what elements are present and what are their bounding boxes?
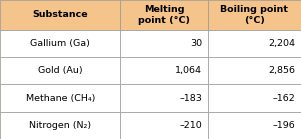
Bar xyxy=(0,30,120,57)
Text: –162: –162 xyxy=(273,94,296,103)
Bar xyxy=(120,57,208,84)
Text: Melting
point (°C): Melting point (°C) xyxy=(138,5,190,25)
Bar xyxy=(208,0,301,30)
Bar xyxy=(120,30,208,57)
Text: Nitrogen (N₂): Nitrogen (N₂) xyxy=(29,121,91,130)
Bar xyxy=(120,85,208,112)
Bar xyxy=(208,57,301,84)
Bar xyxy=(0,57,120,84)
Text: Substance: Substance xyxy=(33,10,88,19)
Text: 1,064: 1,064 xyxy=(175,66,202,75)
Text: Methane (CH₄): Methane (CH₄) xyxy=(26,94,95,103)
Bar xyxy=(208,30,301,57)
Text: Gold (Au): Gold (Au) xyxy=(38,66,82,75)
Text: Boiling point
(°C): Boiling point (°C) xyxy=(220,5,288,25)
Bar xyxy=(120,0,208,30)
Bar xyxy=(208,112,301,139)
Text: –183: –183 xyxy=(179,94,202,103)
Text: 2,856: 2,856 xyxy=(268,66,296,75)
Text: –196: –196 xyxy=(273,121,296,130)
Text: 2,204: 2,204 xyxy=(268,39,296,48)
Bar xyxy=(208,85,301,112)
Bar xyxy=(0,112,120,139)
Text: –210: –210 xyxy=(179,121,202,130)
Text: 30: 30 xyxy=(190,39,202,48)
Bar xyxy=(0,85,120,112)
Bar xyxy=(0,0,120,30)
Bar xyxy=(120,112,208,139)
Text: Gallium (Ga): Gallium (Ga) xyxy=(30,39,90,48)
